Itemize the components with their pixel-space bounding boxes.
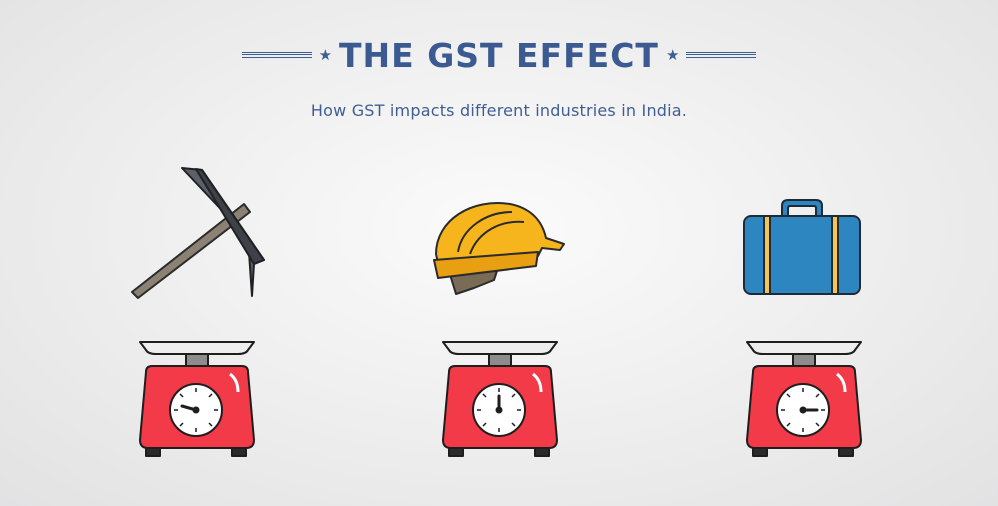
pickaxe-icon xyxy=(131,167,265,299)
weighing-scale xyxy=(746,341,862,457)
page-title: THE GST EFFECT xyxy=(339,35,659,75)
star-icon: ★ xyxy=(318,45,333,64)
weighing-scale xyxy=(442,341,558,457)
page-subtitle: How GST impacts different industries in … xyxy=(310,101,688,120)
right-title-rule xyxy=(686,52,757,58)
weighing-scale xyxy=(139,341,255,457)
hard-hat-icon xyxy=(433,202,565,295)
star-icon: ★ xyxy=(665,45,680,64)
left-title-rule xyxy=(241,52,312,58)
title-banner: ★ THE GST EFFECT ★ xyxy=(0,30,998,80)
suitcase-icon xyxy=(743,199,861,295)
